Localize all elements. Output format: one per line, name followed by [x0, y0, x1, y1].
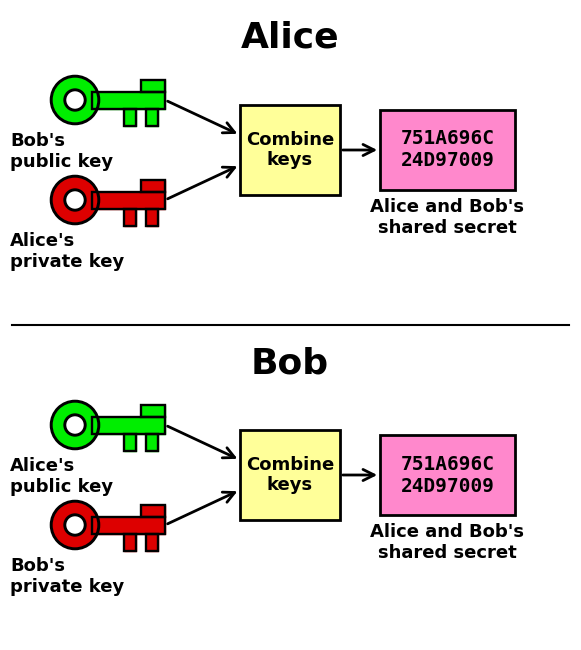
Bar — [146, 109, 158, 125]
Bar — [141, 504, 165, 517]
Bar — [124, 209, 136, 226]
Text: Bob's
public key: Bob's public key — [10, 132, 113, 171]
Text: Combine
keys: Combine keys — [246, 131, 334, 170]
Bar — [146, 434, 158, 450]
Bar — [124, 534, 136, 551]
Bar — [146, 534, 158, 551]
Bar — [141, 404, 165, 417]
Bar — [92, 417, 165, 434]
Bar — [146, 534, 158, 551]
Circle shape — [51, 176, 99, 224]
Text: Alice and Bob's
shared secret: Alice and Bob's shared secret — [371, 198, 525, 237]
Bar — [124, 534, 136, 551]
Bar — [92, 192, 165, 209]
Bar — [92, 417, 165, 434]
Bar — [92, 517, 165, 534]
Circle shape — [65, 190, 85, 210]
Bar — [92, 192, 165, 209]
Text: Alice: Alice — [241, 21, 339, 55]
Bar — [141, 179, 165, 192]
Bar — [124, 109, 136, 125]
Bar — [124, 434, 136, 450]
Bar — [124, 109, 136, 125]
Bar — [146, 209, 158, 226]
Bar — [92, 517, 165, 534]
Bar — [380, 110, 515, 190]
Circle shape — [51, 76, 99, 124]
Circle shape — [51, 501, 99, 549]
Text: Alice's
private key: Alice's private key — [10, 232, 124, 271]
Bar — [141, 179, 165, 192]
Text: 751A696C
24D97009: 751A696C 24D97009 — [400, 129, 494, 170]
Bar — [141, 504, 165, 517]
Bar — [141, 404, 165, 417]
Circle shape — [51, 401, 99, 448]
Bar — [141, 79, 165, 92]
Bar — [124, 209, 136, 226]
Bar — [146, 109, 158, 125]
Bar — [146, 209, 158, 226]
Bar — [380, 435, 515, 515]
Text: 751A696C
24D97009: 751A696C 24D97009 — [400, 454, 494, 495]
Circle shape — [65, 415, 85, 436]
Circle shape — [65, 515, 85, 535]
Bar — [92, 92, 165, 109]
Bar — [141, 79, 165, 92]
Text: Alice's
public key: Alice's public key — [10, 457, 113, 496]
Text: Combine
keys: Combine keys — [246, 456, 334, 495]
Bar — [146, 434, 158, 450]
Bar — [124, 434, 136, 450]
Text: Alice and Bob's
shared secret: Alice and Bob's shared secret — [371, 523, 525, 562]
Bar — [92, 92, 165, 109]
Text: Bob's
private key: Bob's private key — [10, 557, 124, 596]
Bar — [240, 105, 340, 195]
Bar — [240, 430, 340, 520]
Circle shape — [65, 90, 85, 110]
Text: Bob: Bob — [251, 346, 329, 380]
